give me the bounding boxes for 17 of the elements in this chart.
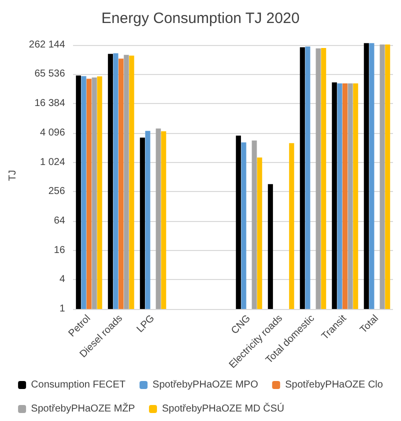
y-tick-label: 256 [48, 186, 66, 198]
y-tick-label: 64 [54, 215, 66, 226]
y-tick-label: 1 [59, 304, 66, 314]
y-tick-label: 262 144 [28, 39, 66, 50]
y-tick-label: 4 096 [40, 127, 66, 138]
y-tick-label: 65 536 [34, 68, 66, 80]
legend-label: SpotřebyPHaOZE MŽP [31, 402, 136, 414]
y-tick-label: 1 024 [40, 156, 66, 168]
y-axis-title: TJ [8, 170, 18, 182]
y-tick-label: 4 [59, 274, 66, 286]
legend-label: SpotřebyPHaOZE MD ČSÚ [162, 402, 284, 414]
chart-title: Energy Consumption TJ 2020 [101, 10, 300, 27]
legend-label: Consumption FECET [31, 380, 126, 390]
legend-label: SpotřebyPHaOZE Clo [285, 380, 384, 390]
y-tick-label: 16 [54, 244, 66, 256]
legend-label: SpotřebyPHaOZE MPO [152, 380, 258, 390]
y-tick-label: 16 384 [34, 98, 66, 110]
